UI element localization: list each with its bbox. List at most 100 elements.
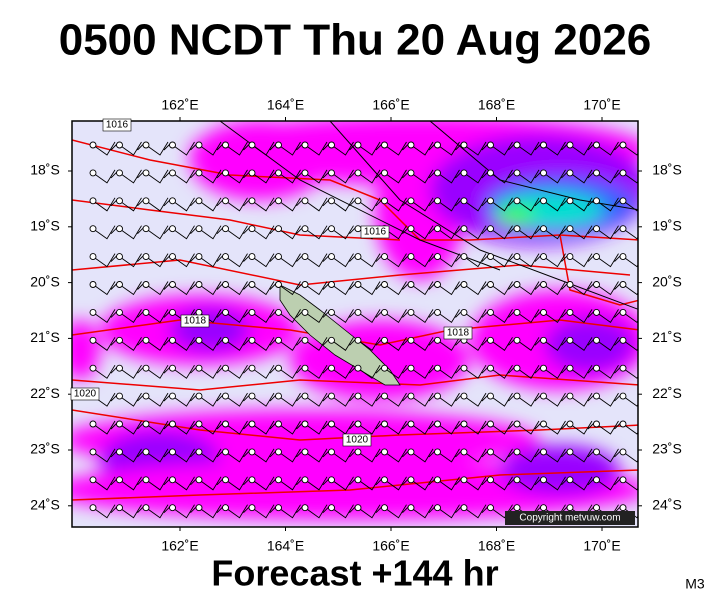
station [460,253,468,261]
lat-label-right: 21˚S [652,329,682,345]
station [460,169,468,177]
isobar-label-box [360,225,390,239]
station [540,504,547,512]
station [354,448,362,456]
station [619,476,627,484]
station [116,141,123,149]
station [487,225,494,233]
station [116,308,123,316]
station [487,504,494,512]
station [593,364,600,372]
station [540,392,547,400]
isobar-label: 1020 [74,389,97,400]
copyright-box [505,511,635,525]
station [540,476,547,484]
station [566,141,574,149]
station [540,253,547,261]
station [222,197,229,205]
station [619,336,627,344]
station [540,448,547,456]
station [301,141,309,149]
station [566,197,574,205]
lon-label-top: 168˚E [478,97,515,113]
station [89,448,97,456]
station [169,253,176,261]
station [381,476,388,484]
station [434,448,441,456]
station [169,420,176,428]
station [89,364,97,372]
station [142,504,150,512]
station [328,253,335,261]
station [142,392,150,400]
station [566,448,574,456]
station [142,225,150,233]
station [513,253,521,261]
station [116,225,123,233]
station [354,281,362,288]
station [619,448,627,456]
station [566,392,574,400]
station [513,364,521,372]
station [169,225,176,233]
isobar-label: 1016 [364,227,387,238]
station [248,141,256,149]
map-frame [71,120,639,528]
lon-label-top: 162˚E [161,97,198,113]
station [116,197,123,205]
station [513,504,521,512]
station [195,420,203,428]
station [487,308,494,316]
station [487,448,494,456]
station [593,141,600,149]
station [222,308,229,316]
station [566,253,574,261]
station [116,420,123,428]
station [593,392,600,400]
lat-label-left: 21˚S [30,329,60,345]
station [169,169,176,177]
lat-label-left: 20˚S [30,273,60,289]
station [593,420,600,428]
station [195,308,203,316]
station [328,308,335,316]
station [301,308,309,316]
station [407,308,415,316]
wind-barb [622,228,638,240]
station [460,420,468,428]
station [142,253,150,261]
station [407,253,415,261]
station [275,392,282,400]
station [301,364,309,372]
station [195,392,203,400]
station [381,169,388,177]
station [195,253,203,261]
station [116,392,123,400]
station [222,476,229,484]
station [116,504,123,512]
station [354,504,362,512]
station [222,141,229,149]
station [222,281,229,288]
station [169,476,176,484]
station [328,504,335,512]
station [407,476,415,484]
station [301,336,309,344]
station [619,392,627,400]
lon-label-top: 166˚E [372,97,409,113]
station [354,364,362,372]
copyright: Copyright metvuw.com [519,513,620,524]
station [248,197,256,205]
station [328,476,335,484]
station [301,504,309,512]
station [407,141,415,149]
station [275,364,282,372]
station [513,392,521,400]
station [89,504,97,512]
station [275,504,282,512]
station [434,197,441,205]
station [619,308,627,316]
station [222,448,229,456]
station [566,476,574,484]
